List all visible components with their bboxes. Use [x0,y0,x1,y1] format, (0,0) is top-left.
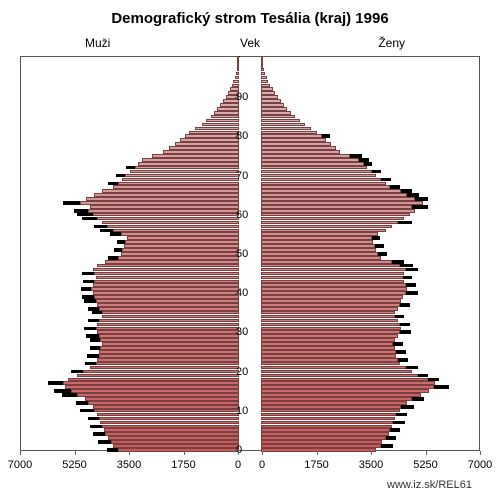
label-female: Ženy [378,36,405,50]
female-half [261,57,479,450]
male-half [21,57,239,450]
label-age: Vek [0,36,500,50]
x-tick-mark [184,451,185,455]
center-gap: 0102030405060708090 [239,57,263,450]
x-tick-label: 1750 [171,459,195,471]
chart-title: Demografický strom Tesália (kraj) 1996 [0,10,500,27]
y-tick-mark [235,254,239,255]
x-tick-label: 3500 [359,459,383,471]
chart-area: 0102030405060708090 [20,56,480,451]
x-tick-label: 1750 [304,459,328,471]
x-tick-mark [480,451,481,455]
y-tick-mark [235,136,239,137]
x-tick-label: 0 [259,459,265,471]
x-tick-label: 7000 [468,459,492,471]
x-tick-label: 5250 [62,459,86,471]
x-tick-mark [262,451,263,455]
x-tick-mark [317,451,318,455]
x-tick-mark [75,451,76,455]
x-tick-mark [426,451,427,455]
x-tick-label: 5250 [413,459,437,471]
x-tick-mark [238,451,239,455]
source-url: www.iz.sk/REL61 [387,479,472,491]
x-tick-mark [371,451,372,455]
y-tick-mark [235,332,239,333]
x-tick-label: 7000 [8,459,32,471]
y-tick-mark [235,372,239,373]
x-tick-label: 0 [235,459,241,471]
x-tick-mark [129,451,130,455]
x-tick-mark [20,451,21,455]
y-tick-mark [235,215,239,216]
y-tick-mark [235,293,239,294]
pyramid-container: Demografický strom Tesália (kraj) 1996 M… [0,0,500,500]
y-tick-mark [235,176,239,177]
y-tick-mark [235,411,239,412]
x-tick-label: 3500 [117,459,141,471]
y-tick-mark [235,97,239,98]
